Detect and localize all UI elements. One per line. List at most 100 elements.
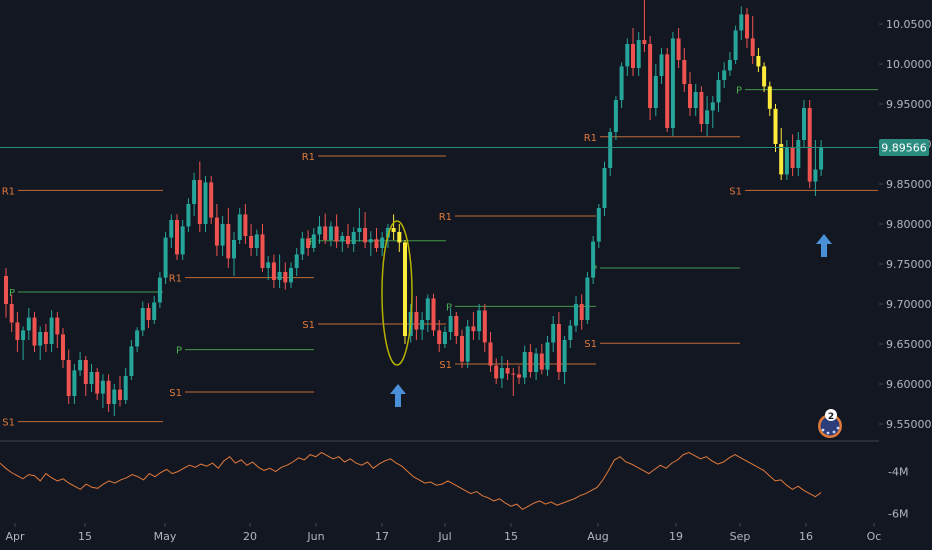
price-tick-label: 10.05000 bbox=[886, 18, 932, 31]
price-tick-label: 10.00000 bbox=[886, 58, 932, 71]
pivot-label-s1: S1 bbox=[169, 388, 182, 399]
price-tick-label: 9.60000 bbox=[886, 378, 932, 391]
oscillator-axis: -4M -6M bbox=[888, 465, 908, 520]
candle-body bbox=[260, 234, 265, 268]
candle-body bbox=[140, 308, 145, 331]
candle-body bbox=[551, 324, 556, 343]
price-tick-label: 9.75000 bbox=[886, 258, 932, 271]
arrow-shape bbox=[390, 384, 406, 407]
pivot-label-r1: R1 bbox=[584, 133, 597, 144]
price-tick-label: 9.95000 bbox=[886, 98, 932, 111]
candle-body bbox=[465, 326, 470, 362]
candle-body bbox=[716, 80, 721, 103]
current-price-badge: 9.89566 bbox=[879, 138, 929, 156]
candle-body bbox=[135, 330, 140, 347]
candle-body bbox=[539, 353, 544, 370]
pivot-label-s1: S1 bbox=[439, 360, 452, 371]
candle-body bbox=[773, 108, 778, 144]
current-price-label: 9.89566 bbox=[881, 141, 927, 154]
candle-body bbox=[437, 330, 442, 344]
candle-body bbox=[522, 352, 527, 378]
candle-body bbox=[374, 239, 379, 248]
up-arrow-icon bbox=[816, 234, 832, 257]
candle-body bbox=[705, 110, 710, 124]
candle-body bbox=[323, 226, 328, 240]
osc-tick-label: -4M bbox=[888, 465, 908, 478]
candle-body bbox=[648, 44, 653, 108]
price-axis[interactable]: 10.0500010.000009.950009.900009.850009.8… bbox=[879, 0, 932, 523]
price-tick-label: 9.65000 bbox=[886, 338, 932, 351]
candle-body bbox=[528, 352, 533, 372]
candle-body bbox=[38, 332, 43, 346]
candle-body bbox=[779, 144, 784, 175]
candle-body bbox=[699, 92, 704, 124]
osc-tick-label: -6M bbox=[888, 508, 908, 521]
time-tick-label: 19 bbox=[669, 530, 683, 543]
price-tick-label: 9.70000 bbox=[886, 298, 932, 311]
time-tick-label: Sep bbox=[730, 530, 751, 543]
pivot-label-r1: R1 bbox=[439, 212, 452, 223]
candle-body bbox=[477, 310, 482, 332]
candle-body bbox=[311, 234, 316, 248]
up-arrow-icon bbox=[390, 384, 406, 407]
pivot-label-r1: R1 bbox=[169, 274, 182, 285]
time-tick-label: 15 bbox=[504, 530, 518, 543]
candle-body bbox=[585, 277, 590, 320]
candle-body bbox=[266, 262, 271, 268]
candle-body bbox=[750, 38, 755, 56]
annotations bbox=[381, 220, 832, 407]
candle-body bbox=[192, 180, 197, 204]
candle-body bbox=[802, 108, 806, 140]
candle-body bbox=[15, 322, 20, 340]
candle-body bbox=[203, 182, 208, 224]
candle-body bbox=[625, 44, 630, 67]
candle-body bbox=[152, 302, 157, 320]
candle-body bbox=[574, 304, 578, 326]
candle-body bbox=[762, 66, 767, 87]
candle-body bbox=[693, 92, 698, 108]
time-tick-label: May bbox=[154, 530, 177, 543]
candle-body bbox=[591, 241, 596, 278]
pivot-label-r1: R1 bbox=[302, 152, 315, 163]
candle-body bbox=[602, 168, 607, 208]
pivot-label-r1: R1 bbox=[2, 186, 15, 197]
candle-body bbox=[494, 365, 499, 379]
time-tick-label: Jun bbox=[306, 530, 324, 543]
candle-body bbox=[351, 232, 356, 244]
pivot-label-s1: S1 bbox=[2, 418, 15, 429]
candle-body bbox=[391, 228, 396, 232]
candle-body bbox=[739, 14, 744, 31]
candle-body bbox=[488, 342, 493, 366]
candle-body bbox=[157, 277, 162, 303]
time-tick-label: Aug bbox=[587, 530, 608, 543]
candle-body bbox=[505, 368, 510, 374]
candle-body bbox=[175, 220, 179, 255]
candle-body bbox=[631, 44, 635, 68]
pivot-label-p: P bbox=[9, 288, 15, 299]
candle-body bbox=[368, 239, 373, 243]
time-tick-label: 15 bbox=[78, 530, 92, 543]
candle-body bbox=[517, 374, 521, 378]
pivot-label-p: P bbox=[736, 86, 742, 97]
time-tick-label: 20 bbox=[243, 530, 257, 543]
candle-body bbox=[72, 370, 77, 396]
candle-body bbox=[499, 368, 504, 379]
events-badge[interactable]: 2 bbox=[818, 409, 842, 438]
time-axis-bg bbox=[0, 523, 932, 550]
candle-body bbox=[214, 217, 219, 246]
time-tick-label: Oc bbox=[867, 530, 882, 543]
price-tick-label: 9.80000 bbox=[886, 218, 932, 231]
candle-body bbox=[26, 317, 31, 331]
candle-body bbox=[220, 224, 225, 246]
candle-body bbox=[442, 332, 447, 344]
candle-body bbox=[129, 346, 134, 376]
candle-body bbox=[511, 373, 516, 375]
candle-body bbox=[796, 140, 801, 168]
pivot-label-p: P bbox=[176, 346, 182, 357]
candle-body bbox=[83, 360, 88, 384]
time-axis[interactable]: Apr 15 May 20 Jun 17 Jul 15 Aug 19 Sep 16 Oc bbox=[0, 523, 932, 550]
candle-body bbox=[334, 226, 339, 242]
candle-body bbox=[471, 326, 476, 332]
